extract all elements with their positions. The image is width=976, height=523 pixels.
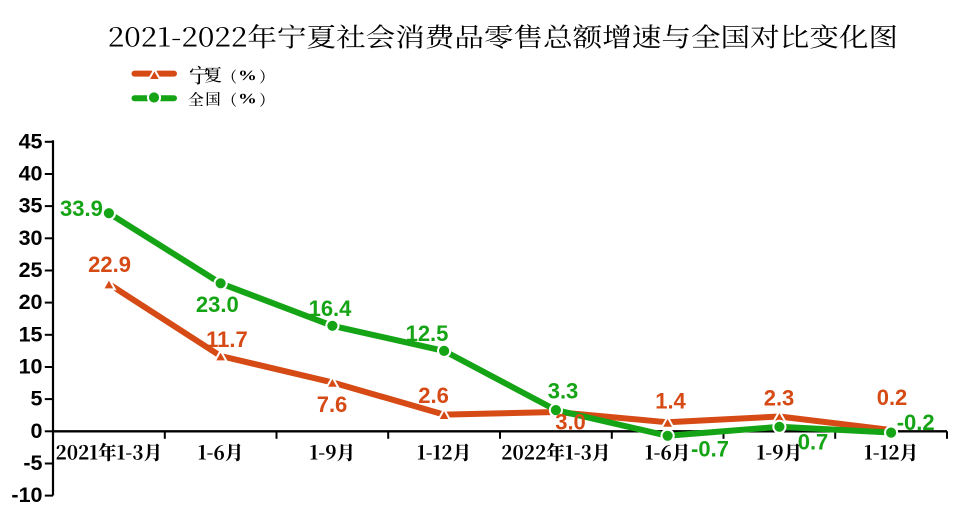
svg-text:0.2: 0.2 [877, 385, 908, 410]
svg-text:15: 15 [19, 322, 43, 346]
svg-text:11.7: 11.7 [206, 327, 248, 352]
svg-text:-0.2: -0.2 [897, 410, 935, 435]
svg-text:0.7: 0.7 [798, 430, 829, 455]
svg-text:30: 30 [19, 226, 43, 250]
svg-text:-5: -5 [23, 451, 42, 475]
svg-text:7.6: 7.6 [317, 392, 348, 417]
svg-text:35: 35 [19, 194, 43, 218]
svg-text:5: 5 [31, 387, 43, 411]
svg-text:33.9: 33.9 [60, 196, 103, 221]
svg-text:16.4: 16.4 [309, 296, 353, 321]
svg-text:40: 40 [19, 162, 43, 186]
svg-text:45: 45 [19, 129, 43, 153]
svg-text:23.0: 23.0 [196, 292, 239, 317]
svg-text:3.0: 3.0 [555, 410, 586, 435]
svg-text:1.4: 1.4 [655, 389, 686, 414]
svg-text:-10: -10 [11, 483, 42, 507]
svg-text:0: 0 [31, 419, 43, 443]
svg-text:22.9: 22.9 [88, 252, 131, 277]
svg-text:25: 25 [19, 258, 43, 282]
svg-text:3.3: 3.3 [548, 378, 579, 403]
svg-text:2.6: 2.6 [418, 383, 449, 408]
svg-text:10: 10 [19, 355, 43, 379]
svg-text:-0.7: -0.7 [691, 436, 729, 461]
svg-text:2.3: 2.3 [764, 386, 795, 411]
svg-text:20: 20 [19, 290, 43, 314]
svg-text:12.5: 12.5 [406, 321, 449, 346]
